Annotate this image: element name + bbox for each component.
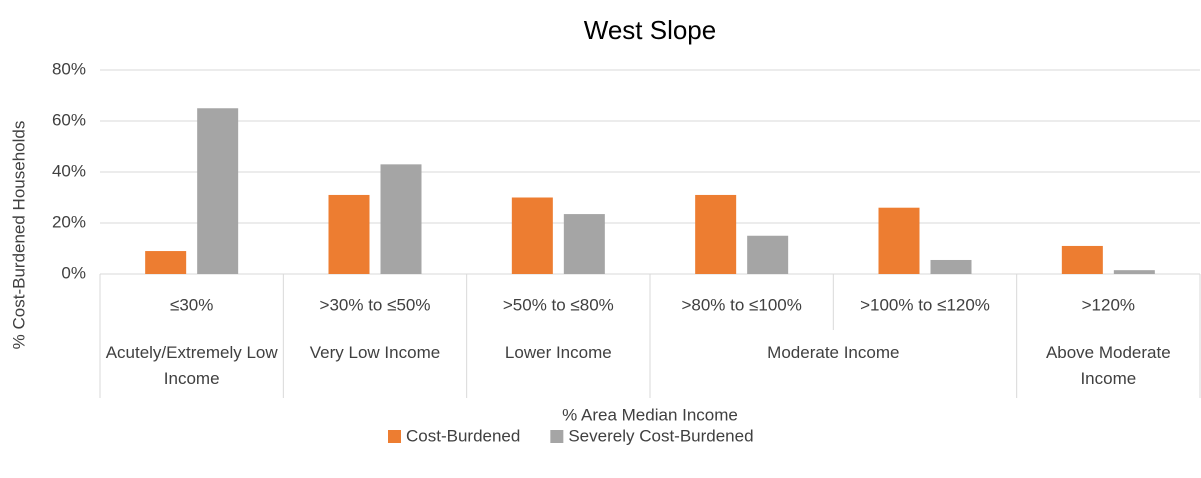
group-label: Lower Income xyxy=(504,343,612,362)
x-tick-label: >100% to ≤120% xyxy=(860,295,990,314)
legend-label: Cost-Burdened xyxy=(406,426,520,445)
y-tick-label: 40% xyxy=(52,161,86,180)
bar xyxy=(563,214,605,274)
bar xyxy=(197,108,239,274)
x-axis-title: % Area Median Income xyxy=(562,405,738,424)
bar xyxy=(878,207,920,274)
legend-label: Severely Cost-Burdened xyxy=(568,426,753,445)
y-axis-title: % Cost-Burdened Households xyxy=(9,121,28,350)
bar xyxy=(145,251,187,274)
chart-title: West Slope xyxy=(584,15,716,45)
bar xyxy=(1113,270,1155,274)
x-tick-label: ≤30% xyxy=(170,295,213,314)
legend-swatch xyxy=(550,430,564,443)
bar xyxy=(930,259,972,274)
y-tick-label: 20% xyxy=(52,212,86,231)
bar xyxy=(747,235,789,274)
y-tick-label: 80% xyxy=(52,59,86,78)
x-tick-label: >80% to ≤100% xyxy=(681,295,801,314)
bar xyxy=(380,164,422,274)
x-tick-label: >50% to ≤80% xyxy=(503,295,614,314)
y-tick-label: 60% xyxy=(52,110,86,129)
bar xyxy=(695,194,737,274)
x-tick-label: >30% to ≤50% xyxy=(320,295,431,314)
bar xyxy=(511,197,553,274)
group-label: Moderate Income xyxy=(767,343,900,362)
legend-swatch xyxy=(388,430,401,443)
x-tick-label: >120% xyxy=(1082,295,1135,314)
y-tick-label: 0% xyxy=(61,263,86,282)
group-label: Very Low Income xyxy=(309,343,441,362)
bar xyxy=(328,194,370,274)
bar xyxy=(1061,245,1103,274)
group-label: Above Moderate Income xyxy=(1045,343,1171,388)
group-label: Acutely/Extremely Low Income xyxy=(105,343,278,388)
